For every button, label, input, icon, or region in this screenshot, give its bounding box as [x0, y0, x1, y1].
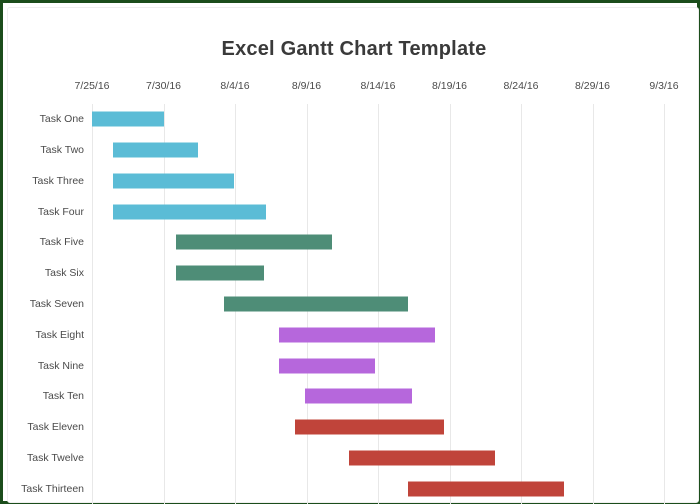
gantt-bar[interactable] [92, 111, 164, 127]
gantt-row: Task Three [32, 166, 664, 197]
gantt-bar[interactable] [305, 388, 413, 404]
gantt-row: Task Eleven [27, 412, 664, 443]
gridline [521, 104, 522, 504]
gridline [92, 104, 93, 504]
gantt-row: Task Six [45, 258, 664, 289]
gantt-bar[interactable] [349, 450, 496, 466]
gridline [449, 104, 451, 504]
x-axis-tick-label: 8/14/16 [360, 80, 396, 92]
gantt-row: Task Five [40, 227, 664, 258]
gantt-bar[interactable] [113, 142, 198, 158]
gantt-bar[interactable] [113, 173, 234, 189]
gantt-bar[interactable] [223, 296, 409, 312]
gantt-bar[interactable] [279, 327, 436, 343]
gantt-row: Task Two [40, 135, 664, 166]
task-label: Task Seven [29, 297, 84, 310]
gantt-row: Task Nine [38, 350, 664, 381]
x-axis-tick-label: 9/3/16 [649, 80, 679, 92]
gantt-bar[interactable] [295, 419, 444, 435]
x-axis-tick-label: 8/24/16 [503, 80, 539, 92]
gantt-row: Task One [40, 104, 664, 135]
x-axis-tick-label: 8/9/16 [291, 80, 322, 92]
task-label: Task One [39, 113, 84, 126]
gantt-row: Task Seven [30, 289, 664, 320]
gantt-bar[interactable] [176, 265, 264, 281]
gridline [592, 104, 594, 504]
gantt-row: Task Four [38, 196, 664, 227]
gantt-bar[interactable] [113, 204, 267, 220]
task-label: Task Four [37, 205, 84, 218]
task-label: Task Two [40, 144, 84, 157]
x-axis-tick-label: 8/19/16 [431, 80, 468, 92]
task-label: Task Ten [42, 390, 84, 403]
task-label: Task Eleven [27, 421, 84, 434]
task-label: Task Eight [35, 328, 84, 341]
gantt-row: Task Twelve [27, 442, 664, 473]
task-label: Task Five [39, 236, 84, 249]
gridline [163, 104, 165, 504]
gantt-bar[interactable] [176, 234, 333, 250]
x-axis-tick-label: 8/4/16 [220, 80, 250, 92]
x-axis-tick-label: 8/29/16 [574, 80, 611, 92]
gantt-plot-area: 7/25/16 7/30/16 8/4/16 8/9/16 8/14/16 8/19/16… [21, 80, 679, 504]
task-label: Task Six [44, 267, 84, 280]
gantt-row: Task Ten [43, 381, 664, 412]
gantt-row: Task Thirteen [21, 473, 664, 504]
chart-card: Excel Gantt Chart Template 7/25/16 7/30/1… [7, 7, 699, 504]
gantt-bar[interactable] [408, 481, 564, 497]
gridline [664, 104, 665, 504]
gantt-bar[interactable] [279, 358, 376, 374]
x-axis-tick-label: 7/30/16 [145, 80, 182, 92]
task-label: Task Three [32, 174, 84, 187]
x-axis-tick-label: 7/25/16 [74, 80, 110, 92]
task-label: Task Nine [37, 359, 84, 372]
chart-title: Excel Gantt Chart Template [221, 38, 487, 60]
task-label: Task Twelve [27, 451, 84, 464]
task-label: Task Thirteen [21, 482, 84, 495]
gantt-row: Task Eight [36, 319, 664, 350]
